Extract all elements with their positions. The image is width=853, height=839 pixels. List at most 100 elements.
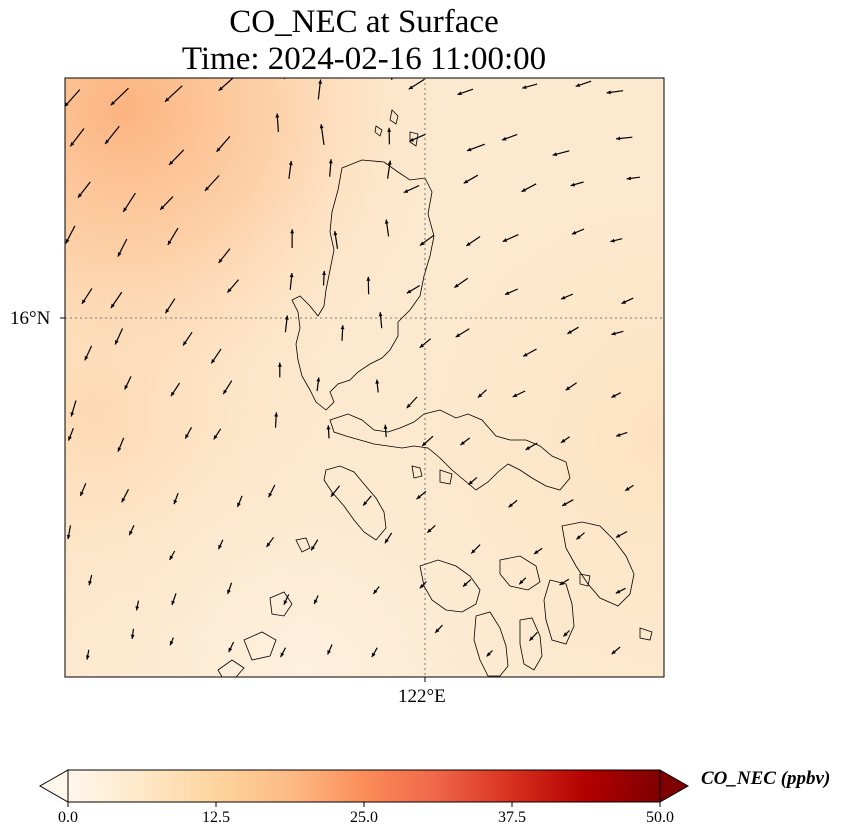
wind-arrow-head [616,136,621,141]
wind-arrow-head [213,435,218,440]
wind-arrow-head [288,160,293,166]
wind-arrow-head [211,359,216,364]
wind-arrow-head [611,331,616,336]
wind-arrow-head [227,589,231,595]
wind-arrow-head [129,530,133,536]
wind-arrow-head [314,599,318,604]
wind-arrow-head [529,636,534,641]
wind-arrow-head [218,86,223,91]
wind-arrow-head [110,101,115,106]
map-frame [64,77,665,678]
wind-arrow-head [611,650,616,655]
wind-arrow-head [117,252,122,257]
wind-arrow-head [575,83,581,87]
map-panel [60,60,665,682]
wind-arrow-head [277,362,282,367]
wind-arrow-head [121,497,126,503]
wind-arrow-head [84,355,89,361]
wind-arrow-head [218,544,222,550]
wind-arrow-head [419,241,425,246]
wind-arrow-head [384,219,389,224]
wind-arrow-head [115,340,119,345]
wind-arrow-head [508,503,513,508]
wind-arrow-head [416,495,421,500]
wind-arrow-head [110,303,115,309]
wind-arrow-head [169,555,174,560]
wind-arrow-head [502,238,508,242]
wind-arrow-head [327,650,331,655]
wind-arrow-head [570,182,576,187]
wind-arrow-head [534,550,539,554]
wind-arrow-head [280,652,285,658]
wind-vectors [65,60,640,660]
wind-arrow-head [123,207,128,212]
wind-arrow-head [486,652,491,657]
wind-arrow-head [463,179,469,184]
wind-arrow-head [455,333,461,338]
wind-arrow-head [375,379,380,384]
wind-arrow-head [124,385,129,390]
wind-arrow-head [383,424,388,429]
wind-arrow [110,87,129,106]
wind-arrow-head [183,341,187,346]
wind-arrow-head [274,412,279,417]
wind-arrow-head [223,389,228,395]
colorbar-tick-label: 25.0 [350,809,378,826]
negros-coastline [473,611,509,677]
wind-arrow-head [621,300,626,304]
wind-arrow-head [560,438,566,443]
wind-arrow-head [406,403,411,409]
wind-arrow-head [169,640,174,646]
wind-arrow-head [435,628,440,633]
wind-arrow-head [505,291,510,295]
wind-arrow-head [422,441,427,446]
map-timestamp: Time: 2024-02-16 11:00:00 [181,41,547,77]
wind-arrow-head [615,589,621,594]
wind-arrow-head [165,308,170,314]
wind-arrow-head [283,60,287,64]
wind-arrow-head [319,124,324,129]
colorbar-tick-label: 0.0 [58,809,78,826]
wind-arrow-head [88,580,92,586]
colorbar-extend-min [38,769,69,803]
latitude-label: 16°N [10,308,51,329]
wind-arrow-head [105,139,110,144]
panay-coastline [419,559,481,613]
wind-arrow-head [409,137,414,142]
wind-arrow-head [284,315,289,320]
wind-arrow-head [227,288,232,293]
wind-arrow-head [561,295,566,300]
wind-arrow-head [408,85,414,90]
leyte-coastline [543,579,575,645]
wind-arrow-head [615,533,621,538]
wind-arrow-head [130,634,135,639]
wind-arrow-head [266,542,271,547]
wind-arrow-head [373,589,378,594]
wind-arrow-head [237,502,241,507]
wind-arrow-head [519,580,524,585]
wind-arrow-head [454,283,459,288]
wind-arrow-head [378,312,383,317]
cebu-coastline [519,617,543,671]
wind-arrow-head [403,189,409,193]
wind-arrow-head [330,492,335,497]
bicol-coastline [329,409,571,491]
wind-arrow-head [525,446,531,450]
wind-arrow-head [611,393,616,398]
colorbar-tick-label: 12.5 [202,809,230,826]
wind-arrow-head [576,535,581,540]
colorbar-tick-label: 50.0 [646,809,674,826]
colorbar-body [67,769,661,803]
wind-arrow-head [522,85,527,89]
wind-arrow-head [521,188,526,192]
samar-coastline [561,521,635,607]
wind-arrow-head [135,606,140,611]
wind-arrow-head [406,289,412,294]
wind-arrow-head [625,486,630,491]
wind-arrow-head [477,393,483,398]
masbate-coastline [499,555,541,591]
wind-arrow-head [512,393,518,397]
wind-arrow-head [311,546,315,551]
colorbar-extend-max [659,769,690,803]
wind-arrow-head [363,501,368,506]
